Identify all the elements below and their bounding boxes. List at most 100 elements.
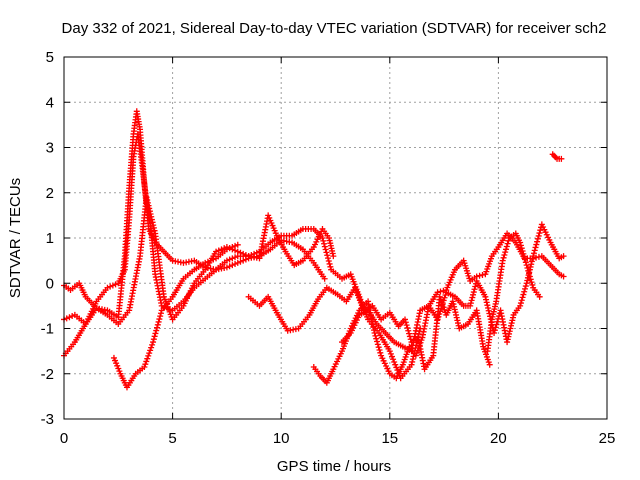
data-point-marker [232,261,239,268]
series-track-6 [310,221,567,386]
data-point-marker [518,245,525,252]
data-point-marker [506,330,513,337]
data-point-marker [508,320,515,327]
data-point-marker [207,257,214,264]
data-point-marker [232,254,239,261]
data-point-marker [374,338,381,345]
data-point-marker [524,277,531,284]
data-point-marker [409,358,416,365]
data-point-marker [558,155,565,162]
data-point-marker [326,260,333,267]
data-point-marker [226,245,233,252]
data-point-marker [522,259,529,266]
data-point-marker [493,321,500,328]
series-track-5 [245,284,493,373]
data-point-marker [439,300,446,307]
data-point-marker [454,317,461,324]
data-point-marker [404,324,411,331]
data-point-marker [526,273,533,280]
data-point-marker [486,310,493,317]
data-point-marker [484,302,491,309]
data-point-marker [476,272,483,279]
data-point-marker [528,258,535,265]
data-point-marker [66,314,73,321]
data-point-marker [324,255,331,262]
data-point-marker [509,314,516,321]
data-point-marker [218,246,225,253]
data-point-marker [438,302,445,309]
y-tick-label: 5 [46,49,54,66]
data-point-marker [503,243,510,250]
x-tick-label: 5 [168,430,176,447]
data-point-marker [321,240,328,247]
data-point-marker [148,216,155,223]
data-point-marker [442,292,449,299]
data-point-marker [150,222,157,229]
data-point-marker [63,315,70,322]
data-point-marker [518,297,525,304]
y-axis-label: SDTVAR / TECUs [7,178,24,298]
data-point-marker [505,237,512,244]
data-point-marker [520,291,527,298]
y-tick-label: 4 [46,94,54,111]
data-point-marker [320,237,327,244]
data-point-marker [507,322,514,329]
data-point-marker [531,247,538,254]
data-point-marker [536,230,543,237]
data-point-marker [523,262,530,269]
data-point-marker [144,199,151,206]
data-point-marker [147,347,154,354]
data-point-marker [154,324,161,331]
data-point-marker [226,263,233,270]
data-point-marker [376,346,383,353]
data-point-marker [520,250,527,257]
data-point-marker [471,286,478,293]
data-point-marker [393,364,400,371]
data-point-marker [402,319,409,326]
data-point-marker [150,224,157,231]
data-point-marker [517,302,524,309]
y-tick-label: -2 [41,366,54,383]
data-point-marker [213,248,220,255]
data-point-marker [387,350,394,357]
data-point-marker [467,300,474,307]
data-point-marker [245,253,252,260]
x-axis-label: GPS time / hours [277,458,391,475]
data-point-marker [324,252,331,259]
data-point-marker [156,316,163,323]
x-tick-label: 0 [60,430,68,447]
data-point-marker [435,313,442,320]
data-point-marker [503,246,510,253]
data-point-marker [145,202,152,209]
data-point-marker [148,344,155,351]
data-point-marker [321,243,328,250]
data-point-marker [535,232,542,239]
data-point-marker [504,240,511,247]
y-tick-label: 3 [46,140,54,157]
data-point-marker [223,264,230,271]
data-point-marker [154,321,161,328]
data-point-marker [449,298,456,305]
data-point-marker [437,288,444,295]
data-point-marker [470,291,477,298]
data-point-marker [534,235,541,242]
data-point-marker [388,353,395,360]
data-point-marker [534,238,541,245]
data-point-marker [483,299,490,306]
data-point-marker [528,279,535,286]
data-point-marker [237,249,244,256]
data-point-marker [485,307,492,314]
data-point-marker [526,270,533,277]
y-tick-label: 1 [46,230,54,247]
data-point-marker [372,332,379,339]
data-point-marker [323,249,330,256]
data-point-marker [386,348,393,355]
series-track-7 [339,230,567,355]
data-point-marker [491,327,498,334]
data-point-marker [145,352,152,359]
data-point-marker [509,317,516,324]
data-point-marker [527,276,534,283]
data-point-marker [104,284,111,291]
data-point-marker [472,283,479,290]
